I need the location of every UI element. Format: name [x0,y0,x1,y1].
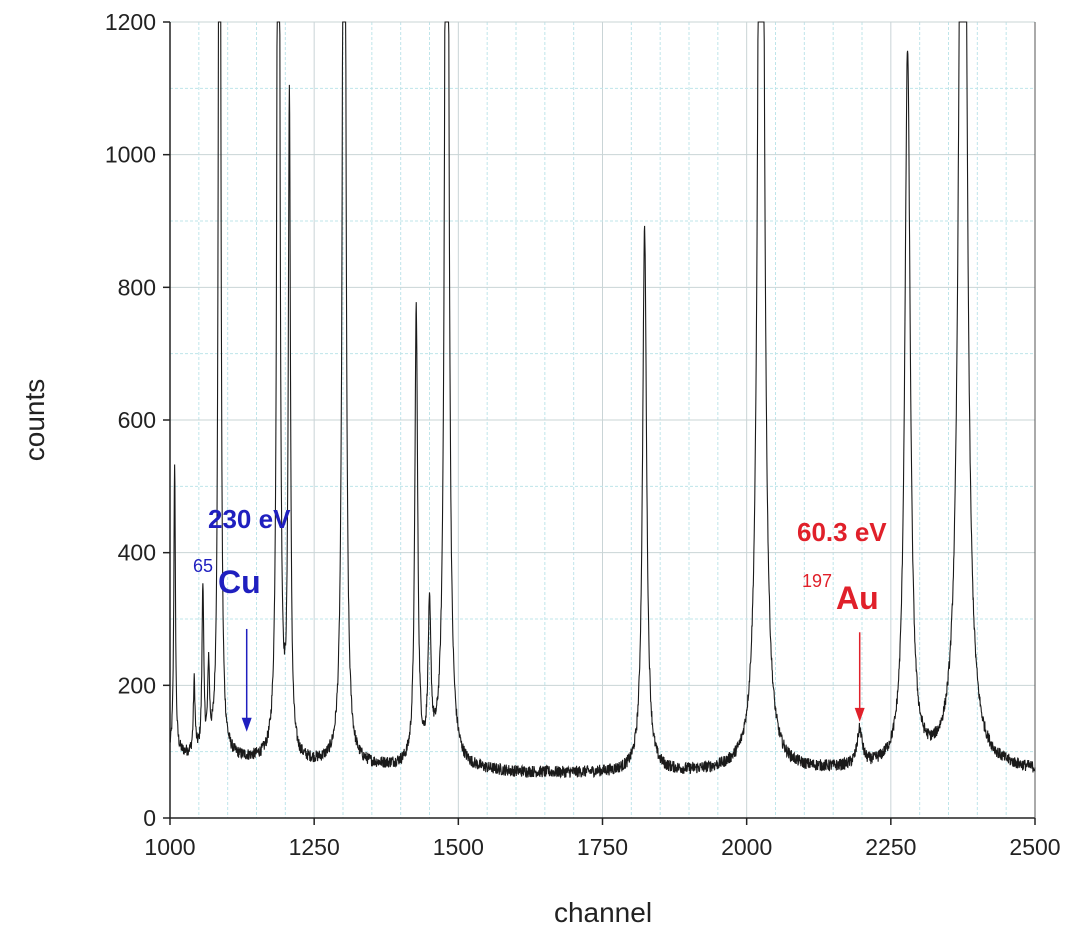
y-tick-label: 0 [143,805,156,831]
annotation-element-label: Au [836,580,879,616]
y-tick-label: 800 [118,274,156,300]
annotation-energy-label: 230 eV [208,504,291,534]
x-axis-title: channel [554,897,652,928]
annotation-arrow-head [241,717,252,732]
x-tick-label: 1250 [289,834,340,860]
series-layer [169,21,1036,779]
y-tick-label: 600 [118,407,156,433]
x-tick-label: 1000 [144,834,195,860]
annotation-au: 60.3 eV 197 Au [797,517,887,722]
annotation-mass-number: 197 [802,571,832,591]
x-tick-label: 2500 [1009,834,1060,860]
annotation-energy-label: 60.3 eV [797,517,887,547]
spectrum-line [169,21,1036,779]
x-tick-label: 2250 [865,834,916,860]
y-tick-label: 400 [118,540,156,566]
x-tick-label: 1750 [577,834,628,860]
y-tick-label: 200 [118,672,156,698]
annotation-element-label: Cu [218,564,261,600]
annotation-layer: 230 eV 65 Cu 60.3 eV 197 Au [193,504,887,732]
y-axis-title: counts [19,379,50,462]
grid [169,21,1036,819]
x-tick-label: 2000 [721,834,772,860]
x-tick-label: 1500 [433,834,484,860]
y-tick-label: 1000 [105,142,156,168]
annotation-cu: 230 eV 65 Cu [193,504,291,732]
annotation-mass-number: 65 [193,556,213,576]
y-tick-label: 1200 [105,9,156,35]
tick-layer: 1000 1250 1500 1750 2000 2250 2500 0 200 400 600 80… [105,9,1061,860]
annotation-arrow-head [854,707,865,722]
